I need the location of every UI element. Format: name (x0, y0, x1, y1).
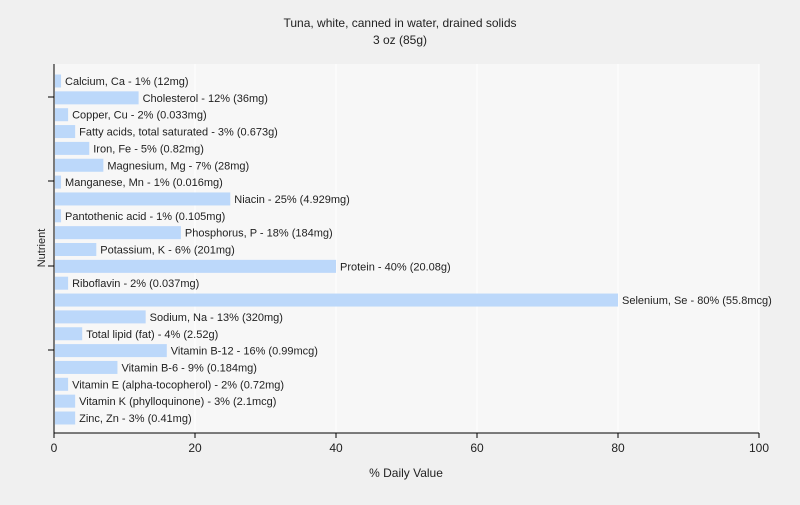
bar-label: Vitamin K (phylloquinone) - 3% (2.1mcg) (79, 396, 276, 408)
bar-label: Riboflavin - 2% (0.037mg) (72, 278, 199, 290)
bar (55, 360, 118, 374)
bar (55, 243, 97, 256)
bar-label: Calcium, Ca - 1% (12mg) (65, 76, 188, 88)
bar-label: Niacin - 25% (4.929mg) (234, 194, 350, 206)
bar (55, 91, 139, 105)
bar-labels: Calcium, Ca - 1% (12mg) Cholesterol - 12%… (65, 76, 772, 425)
chart-title: Tuna, white, canned in water, drained so… (283, 16, 516, 30)
bar-label: Iron, Fe - 5% (0.82mg) (93, 143, 204, 155)
x-tick-label: 100 (749, 441, 769, 455)
bar (55, 293, 618, 307)
x-ticks: 0 20 40 60 80 100 (51, 433, 769, 455)
bar (55, 259, 336, 273)
bar-label: Protein - 40% (20.08g) (340, 261, 451, 273)
bar-label: Manganese, Mn - 1% (0.016mg) (65, 177, 223, 189)
bar-label: Sodium, Na - 13% (320mg) (150, 312, 283, 324)
bar (55, 226, 181, 240)
bar-label: Vitamin B-12 - 16% (0.99mcg) (171, 346, 318, 358)
plot-area (54, 64, 759, 433)
bar-label: Zinc, Zn - 3% (0.41mg) (79, 413, 191, 425)
bar-label: Fatty acids, total saturated - 3% (0.673… (79, 127, 278, 139)
bar-label: Cholesterol - 12% (36mg) (143, 93, 268, 105)
bar (55, 74, 62, 88)
bar-label: Total lipid (fat) - 4% (2.52g) (86, 329, 218, 341)
x-axis-label: % Daily Value (369, 466, 443, 480)
chart-subtitle: 3 oz (85g) (373, 33, 427, 47)
x-tick-label: 20 (188, 441, 202, 455)
bar (55, 141, 90, 155)
bar (55, 158, 104, 172)
bar-label: Vitamin B-6 - 9% (0.184mg) (121, 362, 257, 374)
bar-label: Potassium, K - 6% (201mg) (100, 245, 235, 257)
x-tick-label: 40 (329, 441, 343, 455)
bar-label: Copper, Cu - 2% (0.033mg) (72, 110, 207, 122)
x-tick-label: 60 (470, 441, 484, 455)
y-axis-label: Nutrient (36, 229, 48, 268)
x-tick-label: 0 (51, 441, 58, 455)
bar (55, 411, 76, 425)
bar (55, 344, 167, 358)
bar-label: Vitamin E (alpha-tocopherol) - 2% (0.72m… (72, 379, 284, 391)
bar (55, 377, 69, 391)
bar (55, 394, 76, 408)
bar (55, 108, 69, 122)
bar (55, 125, 76, 139)
bar (55, 192, 231, 206)
bar-label: Pantothenic acid - 1% (0.105mg) (65, 211, 225, 223)
bar (55, 175, 62, 189)
bar (55, 327, 83, 341)
bar-label: Selenium, Se - 80% (55.8mcg) (622, 295, 772, 307)
bars (55, 74, 618, 425)
bar (55, 209, 62, 223)
axes (48, 64, 759, 434)
bar (55, 310, 146, 324)
x-tick-label: 80 (611, 441, 625, 455)
bar-label: Magnesium, Mg - 7% (28mg) (107, 160, 249, 172)
bar-label: Phosphorus, P - 18% (184mg) (185, 228, 333, 240)
grid-lines (194, 64, 760, 433)
bar (55, 276, 69, 290)
